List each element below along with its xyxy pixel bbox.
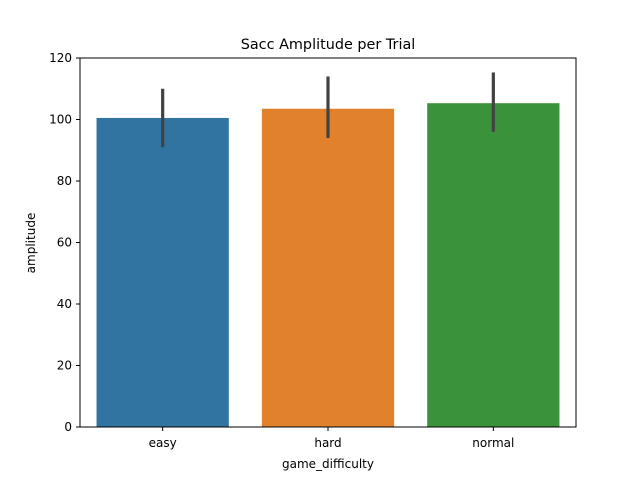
y-axis-ticks: 0 20 40 60 80 100 120 [49, 51, 80, 434]
x-tick-label-hard: hard [314, 436, 341, 450]
y-tick-label-0: 0 [64, 420, 72, 434]
y-tick-label-40: 40 [57, 297, 72, 311]
bars-layer [96, 103, 560, 428]
chart-title: Sacc Amplitude per Trial [241, 37, 416, 53]
bar-easy [96, 117, 229, 428]
bar-normal [427, 103, 560, 427]
y-tick-label-60: 60 [57, 236, 72, 250]
error-bars-layer [161, 72, 495, 148]
x-axis-label: game_difficulty [282, 457, 374, 471]
x-axis-ticks: easy hard normal [149, 427, 514, 450]
y-tick-label-120: 120 [49, 51, 72, 65]
y-tick-label-20: 20 [57, 359, 72, 373]
y-tick-label-80: 80 [57, 174, 72, 188]
x-tick-label-normal: normal [472, 436, 514, 450]
y-tick-label-100: 100 [49, 113, 72, 127]
y-axis-label: amplitude [24, 213, 38, 274]
bar-hard [261, 108, 395, 428]
x-tick-label-easy: easy [149, 436, 177, 450]
